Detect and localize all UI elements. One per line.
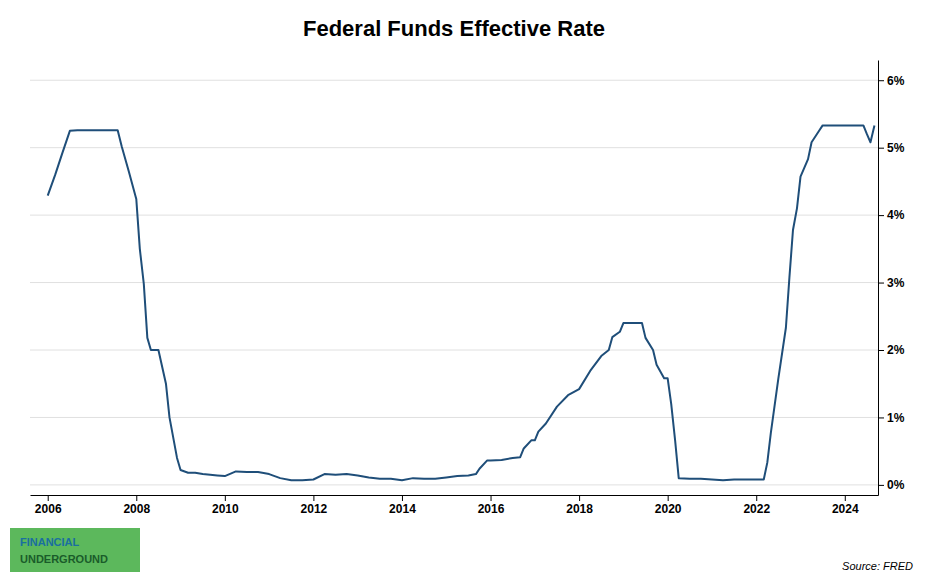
grid-line <box>30 484 878 485</box>
y-tick-label: 2% <box>887 343 905 357</box>
x-tick-label: 2012 <box>301 502 328 516</box>
y-tick: 3% <box>878 276 905 290</box>
y-tick: 4% <box>878 208 905 222</box>
x-tick-label: 2024 <box>832 502 859 516</box>
x-tick-mark <box>136 495 137 501</box>
plot: 2006 2008 2010 2012 2014 2016 2018 2020 2022 2024… <box>30 61 905 516</box>
y-tick-label: 1% <box>887 411 905 425</box>
y-tick-label: 4% <box>887 208 905 222</box>
chart: 2006 2008 2010 2012 2014 2016 2018 2020 2022 2024… <box>0 0 933 580</box>
y-tick: 6% <box>878 74 905 88</box>
y-tick: 2% <box>878 343 905 357</box>
y-tick: 0% <box>878 478 905 492</box>
source-note: Source: FRED <box>842 560 913 572</box>
x-tick: 2016 <box>478 495 505 516</box>
x-tick: 2014 <box>389 495 416 516</box>
x-tick: 2022 <box>743 495 770 516</box>
x-tick: 2008 <box>123 495 150 516</box>
x-tick-mark <box>668 495 669 501</box>
x-tick-label: 2010 <box>212 502 239 516</box>
logo-text: FINANCIAL <box>20 536 80 548</box>
grid-line <box>30 80 878 81</box>
grid-line <box>30 417 878 418</box>
x-tick-label: 2014 <box>389 502 416 516</box>
y-tick-mark <box>878 283 884 284</box>
x-tick-mark <box>313 495 314 501</box>
y-tick-mark <box>878 215 884 216</box>
x-tick: 2010 <box>212 495 239 516</box>
y-tick-mark <box>878 417 884 418</box>
marks <box>48 125 875 480</box>
y-tick-label: 6% <box>887 74 905 88</box>
x-tick: 2012 <box>301 495 328 516</box>
y-tick-mark <box>878 80 884 81</box>
y-tick: 5% <box>878 141 905 155</box>
x-axis-line <box>31 495 879 496</box>
x-tick-mark <box>845 495 846 501</box>
x-tick-label: 2006 <box>35 502 62 516</box>
y-tick-label: 5% <box>887 141 905 155</box>
logo-text: UNDERGROUND <box>20 553 108 565</box>
y-axis: 0% 1% 2% 3% 4% 5% 6% <box>878 61 905 496</box>
y-tick-mark <box>878 350 884 351</box>
x-tick-mark <box>579 495 580 501</box>
y-axis-line <box>878 61 879 496</box>
logo: FINANCIAL UNDERGROUND <box>10 528 140 572</box>
grid-line <box>30 282 878 283</box>
grid-line <box>30 147 878 148</box>
x-tick: 2020 <box>655 495 682 516</box>
x-tick-mark <box>225 495 226 501</box>
x-tick-label: 2020 <box>655 502 682 516</box>
x-tick: 2006 <box>35 495 62 516</box>
x-tick: 2024 <box>832 495 859 516</box>
x-tick-label: 2018 <box>566 502 593 516</box>
y-tick: 1% <box>878 411 905 425</box>
x-tick-mark <box>491 495 492 501</box>
grid-line <box>30 215 878 216</box>
y-tick-label: 3% <box>887 276 905 290</box>
x-tick: 2018 <box>566 495 593 516</box>
y-tick-mark <box>878 148 884 149</box>
x-tick-mark <box>402 495 403 501</box>
grid <box>30 80 878 485</box>
x-axis: 2006 2008 2010 2012 2014 2016 2018 2020 2022 2024 <box>31 495 879 516</box>
x-tick-label: 2016 <box>478 502 505 516</box>
x-tick-mark <box>756 495 757 501</box>
logo-box <box>10 528 140 572</box>
y-tick-mark <box>878 485 884 486</box>
y-tick-label: 0% <box>887 478 905 492</box>
line <box>48 125 875 480</box>
x-tick-label: 2022 <box>743 502 770 516</box>
x-tick-mark <box>48 495 49 501</box>
title: Federal Funds Effective Rate <box>303 16 605 41</box>
x-tick-label: 2008 <box>123 502 150 516</box>
